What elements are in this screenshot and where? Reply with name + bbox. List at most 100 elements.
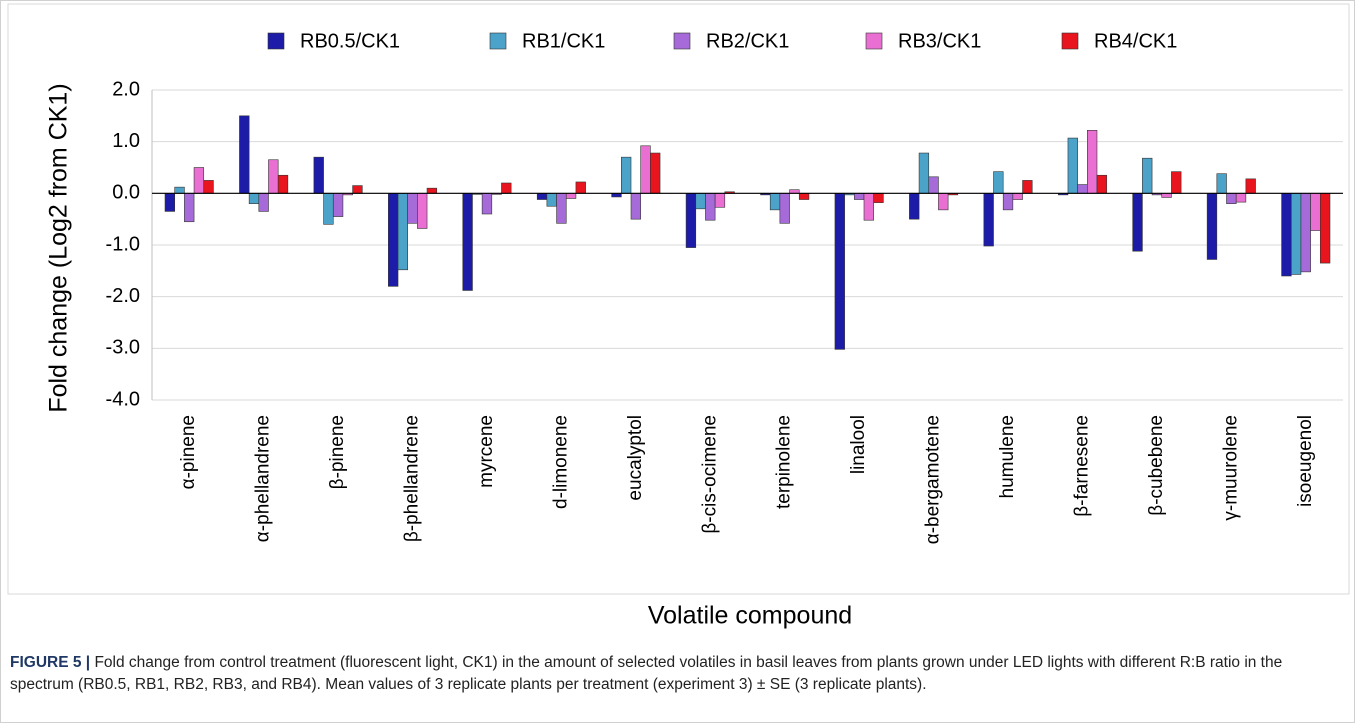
- bar: [909, 193, 920, 220]
- bar: [779, 193, 790, 224]
- bar: [1310, 193, 1321, 231]
- y-tick-label: 2.0: [112, 78, 140, 100]
- x-tick-label: α-bergamotene: [923, 415, 944, 544]
- bar: [565, 193, 577, 199]
- caption-text: Fold change from control treatment (fluo…: [10, 654, 1283, 693]
- bar: [1281, 193, 1292, 277]
- caption-label: FIGURE 5 |: [10, 654, 91, 671]
- bar: [184, 193, 195, 223]
- bar: [258, 193, 269, 212]
- bar: [1067, 137, 1078, 194]
- bar: [536, 193, 548, 200]
- x-tick-label: d-limonene: [550, 415, 571, 509]
- x-tick-label: γ-muurolene: [1220, 415, 1241, 521]
- bar: [1235, 193, 1247, 203]
- caption: FIGURE 5 | Fold change from control trea…: [10, 652, 1345, 696]
- bar: [834, 193, 845, 350]
- bar: [462, 193, 473, 291]
- bar: [1171, 171, 1182, 194]
- x-axis-title: Volatile compound: [648, 602, 852, 630]
- y-tick-label: -2.0: [106, 285, 140, 307]
- bar: [863, 193, 874, 221]
- bar: [695, 193, 706, 210]
- legend-label: RB0.5/CK1: [300, 30, 400, 52]
- x-tick-label: myrcene: [476, 415, 497, 488]
- bar: [277, 174, 289, 194]
- bar: [313, 156, 324, 194]
- bar: [1290, 193, 1302, 275]
- y-tick-label: -4.0: [106, 388, 140, 410]
- y-tick-label: -3.0: [106, 337, 140, 359]
- bar: [388, 193, 399, 287]
- x-tick-label: α-pinene: [178, 415, 199, 489]
- y-axis-title: Fold change (Log2 from CK1): [45, 83, 73, 412]
- bar: [481, 193, 493, 215]
- bar: [1077, 184, 1088, 194]
- bar: [546, 193, 557, 207]
- bar: [1012, 193, 1023, 200]
- bar: [650, 152, 661, 194]
- bar: [983, 193, 994, 247]
- legend-swatch: [865, 32, 883, 50]
- y-tick-label: -1.0: [106, 233, 140, 255]
- bar: [501, 182, 512, 194]
- x-tick-label: β-cubebene: [1146, 415, 1167, 516]
- legend-label: RB4/CK1: [1094, 30, 1177, 52]
- bar: [1096, 174, 1107, 194]
- legend-swatch: [673, 32, 691, 50]
- x-tick-label: isoeugenol: [1295, 415, 1316, 507]
- bar: [203, 180, 214, 194]
- bar: [630, 193, 641, 220]
- bar: [556, 193, 567, 224]
- chart-border: [7, 3, 1350, 595]
- x-tick-label: β-pinene: [327, 415, 348, 489]
- x-tick-label: α-phellandrene: [253, 415, 274, 542]
- bar: [1142, 157, 1153, 194]
- bar: [621, 156, 632, 194]
- bar: [397, 193, 408, 271]
- bar: [1161, 193, 1172, 198]
- legend-swatch: [489, 32, 507, 50]
- bar: [323, 193, 334, 225]
- x-tick-label: humulene: [997, 415, 1018, 498]
- bar: [417, 193, 428, 229]
- bar: [705, 193, 716, 221]
- bar: [268, 159, 279, 194]
- bar: [1216, 173, 1227, 194]
- bar: [1132, 193, 1143, 252]
- chart: Fold change (Log2 from CK1) Volatile com…: [7, 3, 1350, 630]
- bar: [239, 115, 250, 194]
- bar: [193, 167, 205, 194]
- legend-swatch: [1061, 32, 1079, 50]
- bar: [640, 145, 651, 194]
- bar: [993, 171, 1004, 194]
- bar: [332, 193, 344, 217]
- bar: [1087, 130, 1098, 194]
- bar: [1245, 178, 1256, 194]
- bar: [575, 181, 586, 194]
- bar: [798, 193, 810, 200]
- bar: [1002, 193, 1014, 211]
- bar: [854, 193, 865, 200]
- bar: [164, 193, 176, 212]
- bar: [1206, 193, 1218, 260]
- x-tick-label: linalool: [848, 415, 869, 474]
- bar: [714, 193, 726, 208]
- bar: [1022, 180, 1033, 194]
- bar: [248, 193, 260, 204]
- bar: [1319, 193, 1331, 264]
- bar: [352, 185, 363, 194]
- bar: [938, 193, 949, 211]
- legend-swatch: [267, 32, 285, 50]
- bar: [1226, 193, 1237, 204]
- bar: [407, 193, 418, 224]
- bar: [873, 193, 884, 203]
- bar: [1300, 193, 1311, 273]
- bar: [928, 176, 939, 194]
- bar: [174, 186, 185, 194]
- x-tick-label: β-phellandrene: [402, 415, 423, 542]
- bar: [426, 187, 438, 194]
- x-tick-label: β-farnesene: [1071, 415, 1092, 517]
- x-tick-label: terpinolene: [774, 415, 795, 509]
